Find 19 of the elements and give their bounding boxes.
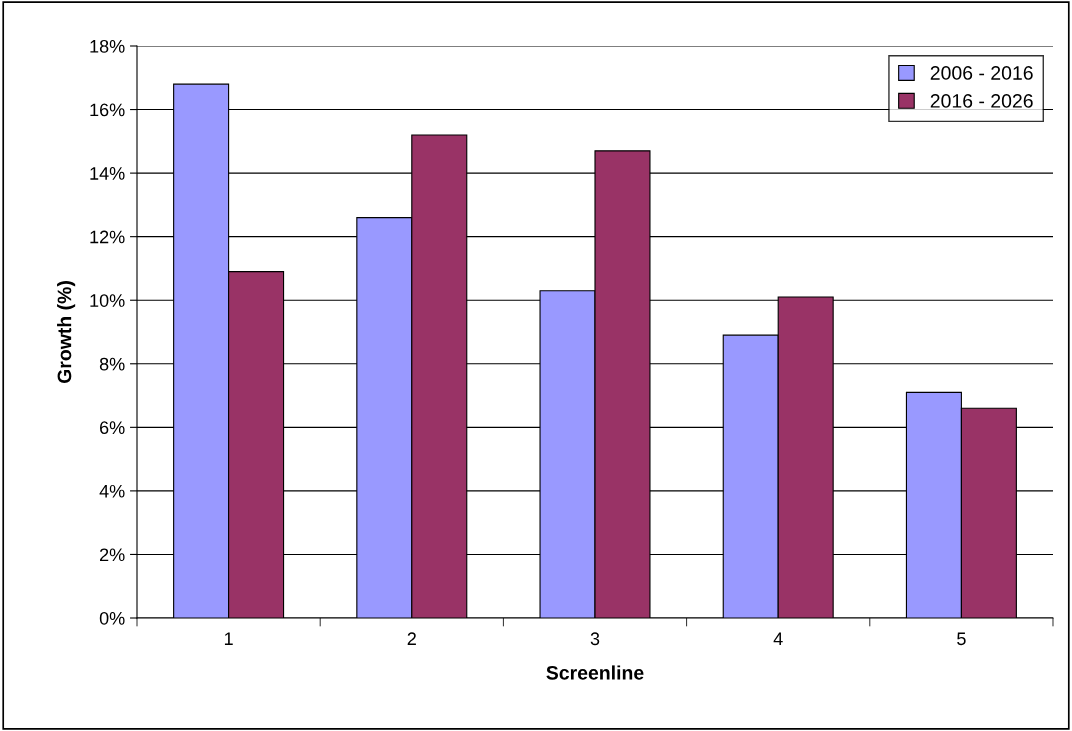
y-tick-label: 6% [100, 421, 125, 435]
x-tick-label: 5 [957, 632, 966, 646]
y-tick-label: 12% [90, 230, 125, 244]
y-tick-label: 4% [99, 484, 125, 498]
y-tick-label: 0% [99, 611, 125, 625]
y-tick-label: 14% [90, 167, 125, 180]
legend-label: 2006 - 2016 [930, 66, 1033, 80]
y-tick-label: 16% [90, 103, 125, 117]
y-tick-label: 8% [99, 357, 125, 371]
x-tick-label: 4 [773, 632, 783, 645]
y-tick-label: 2% [100, 548, 125, 562]
legend-label: 2016 - 2026 [930, 94, 1033, 108]
x-tick-label: 1 [224, 632, 233, 645]
y-axis-title: Growth (%) [57, 281, 76, 384]
x-tick-label: 2 [407, 632, 416, 645]
x-tick-label: 3 [590, 632, 600, 646]
y-tick-label: 18% [90, 39, 125, 53]
y-tick-label: 10% [90, 294, 125, 307]
x-axis-title: Screenline [546, 665, 644, 680]
